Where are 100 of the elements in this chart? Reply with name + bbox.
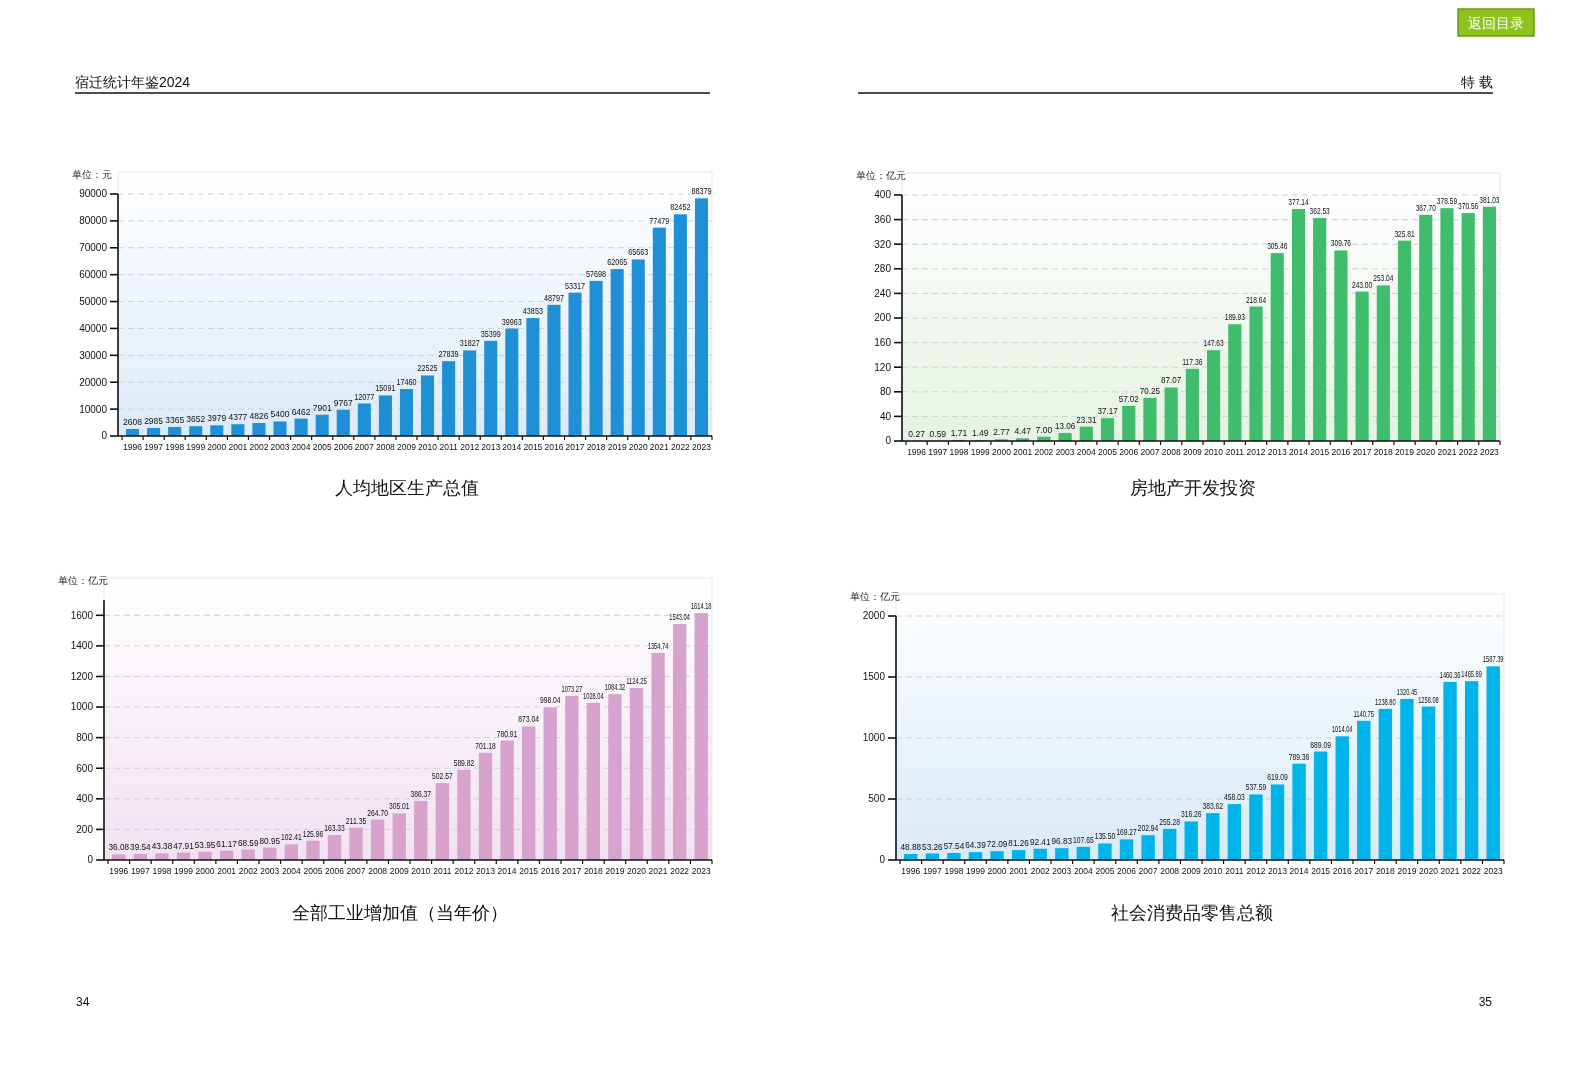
x-tick-label: 2022 — [1458, 447, 1478, 457]
x-tick-label: 2022 — [670, 866, 690, 876]
x-tick-label: 2009 — [389, 866, 409, 876]
x-tick-label: 2018 — [586, 442, 606, 452]
y-tick-label: 0 — [87, 854, 94, 866]
y-tick-label: 1600 — [70, 609, 94, 621]
x-tick-label: 2013 — [476, 866, 496, 876]
x-tick-label: 1998 — [944, 866, 964, 876]
x-tick-label: 2003 — [1052, 866, 1072, 876]
data-label: 780.91 — [496, 728, 523, 739]
x-tick-label: 2010 — [411, 866, 431, 876]
data-label: 1124.25 — [626, 676, 657, 687]
x-tick-label: 2020 — [627, 866, 647, 876]
data-label: 27839 — [438, 349, 463, 360]
data-label: 1.49 — [971, 428, 989, 439]
x-tick-label: 1996 — [907, 447, 927, 457]
x-tick-label: 2020 — [1419, 866, 1439, 876]
data-label: 189.93 — [1224, 312, 1251, 323]
y-tick-label: 50000 — [79, 295, 108, 307]
data-label: 5400 — [270, 409, 290, 420]
data-label: 502.57 — [432, 771, 459, 782]
data-label: 70.25 — [1139, 385, 1162, 396]
data-label: 1354.74 — [647, 640, 679, 651]
x-tick-label: 2012 — [1246, 447, 1266, 457]
x-tick-label: 2022 — [1462, 866, 1482, 876]
y-tick-label: 280 — [874, 263, 892, 275]
x-tick-label: 2004 — [291, 442, 311, 452]
y-tick-label: 90000 — [79, 188, 108, 200]
x-tick-label: 2002 — [238, 866, 258, 876]
x-tick-label: 2001 — [228, 442, 248, 452]
x-tick-label: 2016 — [544, 442, 564, 452]
x-tick-label: 2000 — [195, 866, 215, 876]
y-tick-label: 320 — [874, 238, 892, 250]
y-tick-label: 400 — [874, 189, 892, 201]
x-tick-label: 1999 — [174, 866, 194, 876]
data-label: 1587.39 — [1482, 654, 1514, 665]
x-tick-label: 2019 — [1395, 447, 1415, 457]
data-label: 253.04 — [1373, 273, 1400, 284]
data-label: 1614.18 — [690, 601, 722, 612]
data-label: 377.14 — [1288, 197, 1315, 208]
x-tick-label: 1998 — [152, 866, 172, 876]
x-tick-label: 2009 — [1182, 447, 1203, 457]
data-label: 62065 — [607, 257, 631, 268]
x-tick-label: 2010 — [1203, 866, 1223, 876]
x-tick-label: 2005 — [303, 866, 323, 876]
data-label: 77479 — [649, 215, 673, 226]
data-label: 48.88 — [900, 842, 922, 853]
y-tick-label: 120 — [874, 361, 892, 373]
x-tick-label: 2016 — [540, 866, 560, 876]
x-tick-label: 2011 — [1225, 447, 1245, 457]
y-tick-label: 200 — [874, 312, 892, 324]
text: 特 载 — [1461, 74, 1493, 90]
x-tick-label: 2004 — [281, 866, 302, 876]
x-tick-label: 2019 — [607, 442, 627, 452]
x-tick-label: 2008 — [368, 866, 388, 876]
data-label: 211.35 — [345, 815, 372, 826]
x-tick-label: 2012 — [454, 866, 474, 876]
x-tick-label: 2022 — [670, 442, 691, 452]
x-tick-label: 2000 — [207, 442, 227, 452]
x-tick-label: 2007 — [1140, 447, 1160, 457]
x-tick-label: 2018 — [1375, 866, 1396, 876]
data-label: 35399 — [480, 328, 505, 339]
data-label: 386.37 — [410, 788, 437, 799]
data-label: 9767 — [333, 397, 353, 408]
text: 35 — [1478, 995, 1493, 1009]
data-label: 82452 — [670, 202, 694, 213]
data-label: 1014.04 — [1331, 724, 1363, 735]
data-label: 163.33 — [324, 823, 351, 834]
y-tick-label: 40000 — [79, 322, 108, 334]
x-tick-label: 2007 — [354, 442, 375, 452]
data-label: 53.26 — [922, 841, 944, 852]
y-tick-label: 360 — [874, 214, 892, 225]
x-tick-label: 2000 — [992, 447, 1012, 457]
data-label: 43853 — [522, 306, 547, 317]
data-label: 36.08 — [108, 842, 130, 853]
text: 34 — [76, 995, 90, 1009]
x-tick-label: 2002 — [1030, 866, 1050, 876]
data-label: 309.76 — [1330, 238, 1357, 249]
data-label: 2608 — [123, 416, 143, 427]
x-tick-label: 2005 — [1098, 447, 1118, 457]
x-tick-label: 2007 — [346, 866, 366, 876]
data-label: 589.82 — [453, 757, 480, 768]
x-tick-label: 2008 — [1161, 447, 1181, 457]
data-label: 64.39 — [965, 840, 987, 851]
x-tick-label: 2013 — [1267, 447, 1287, 457]
y-tick-label: 1200 — [70, 670, 94, 682]
x-tick-label: 2019 — [1397, 866, 1417, 876]
x-tick-label: 2021 — [1440, 866, 1460, 876]
y-axis-title: 单位：元 — [72, 169, 112, 180]
data-label: 218.64 — [1245, 294, 1272, 305]
x-tick-label: 2006 — [333, 442, 353, 452]
x-tick-label: 2014 — [497, 866, 517, 876]
data-label: 17460 — [396, 377, 421, 388]
x-tick-label: 2023 — [1483, 866, 1503, 876]
y-tick-label: 500 — [868, 793, 886, 805]
data-label: 383.62 — [1202, 801, 1229, 812]
x-tick-label: 2008 — [1160, 866, 1180, 876]
data-label: 305.46 — [1267, 241, 1294, 252]
data-label: 13.06 — [1055, 420, 1077, 431]
data-label: 57.54 — [943, 840, 965, 851]
